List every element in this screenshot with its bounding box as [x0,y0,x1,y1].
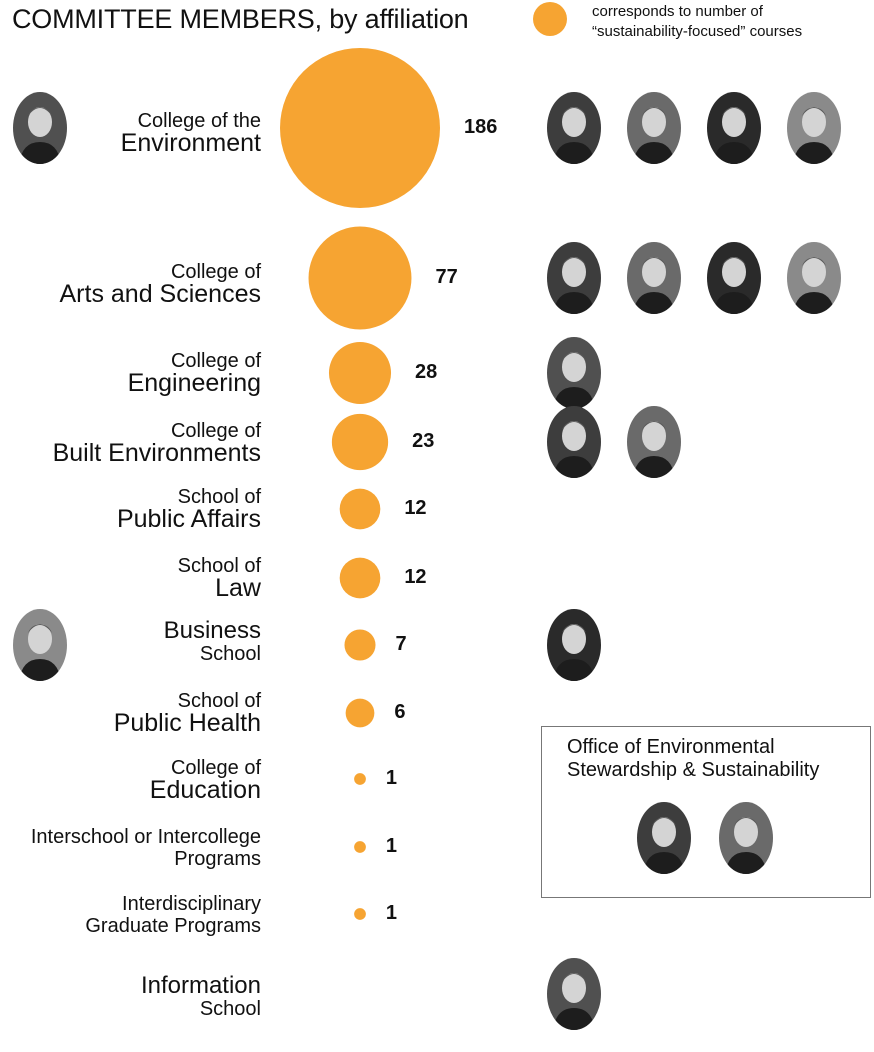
label-line-1: School of [177,555,261,577]
member-photo [627,242,681,314]
label-line-2: Public Health [113,709,261,737]
label-line-1: Information [140,972,261,999]
label-interschool: Interschool or Intercollege Programs [31,826,261,870]
member-photo [547,406,601,478]
label-line-2: Graduate Programs [85,915,261,937]
legend-bubble-icon [533,2,567,36]
label-law: School of Law [177,555,261,602]
chart-title: COMMITTEE MEMBERS, by affiliation [12,4,469,34]
course-bubble [280,48,440,208]
office-title: Office of Environmental Stewardship & Su… [567,736,867,782]
value-label: 1 [385,902,397,924]
label-interdisciplinary: Interdisciplinary Graduate Programs [85,893,261,937]
legend-text: corresponds to number of “sustainability… [592,2,872,42]
label-education: College of Education [149,757,261,804]
label-line-1: Interschool or Intercollege [30,826,261,848]
label-line-2: Law [215,574,261,602]
label-environment: College of the Environment [120,110,261,157]
value-label: 12 [404,497,427,519]
label-line-1: College of [170,261,261,283]
label-line-2: Arts and Sciences [59,280,262,308]
member-photo [547,337,601,409]
value-label: 7 [395,633,407,655]
member-photo [627,406,681,478]
value-label: 1 [385,767,397,789]
member-photo [13,609,67,681]
office-title-line-2: Stewardship & Sustainability [567,759,820,781]
office-title-line-1: Office of Environmental [567,736,775,758]
value-label: 12 [404,566,427,588]
legend-line-1: corresponds to number of [592,3,763,20]
value-label: 186 [464,116,498,138]
label-line-2: School [199,998,261,1020]
member-photo [787,242,841,314]
member-photo [547,958,601,1030]
member-photo [637,802,691,874]
label-built-environments: College of Built Environments [52,420,261,467]
label-line-1: Interdisciplinary [122,893,261,915]
value-label: 23 [412,430,435,452]
label-information-school: Information School [140,972,261,1021]
course-bubble [331,413,389,471]
member-photo [719,802,773,874]
label-business: Business School [163,617,261,666]
value-label: 77 [435,266,458,288]
member-photo [547,609,601,681]
label-line-2: Built Environments [52,439,261,467]
course-bubble [345,698,375,728]
legend-line-2: “sustainability-focused” courses [592,23,803,40]
course-bubble [339,488,381,530]
member-photo [627,92,681,164]
label-line-1: College of the [137,110,261,132]
label-line-2: School [199,643,261,665]
value-label: 6 [394,701,406,723]
label-line-2: Environment [120,129,261,157]
label-arts-sciences: College of Arts and Sciences [59,261,262,308]
label-line-1: Business [163,617,261,644]
label-line-1: College of [170,757,261,779]
label-line-2: Programs [174,848,261,870]
label-public-affairs: School of Public Affairs [116,486,261,533]
label-line-2: Public Affairs [116,505,261,533]
label-line-1: College of [170,420,261,442]
value-label: 28 [415,361,438,383]
member-photo [787,92,841,164]
label-line-1: School of [177,486,261,508]
course-bubble [354,773,366,785]
label-line-1: College of [170,350,261,372]
label-line-1: School of [177,690,261,712]
label-engineering: College of Engineering [127,350,261,397]
course-bubble [339,557,381,599]
member-photo [547,242,601,314]
office-box [541,726,871,898]
course-bubble [354,908,366,920]
course-bubble [328,341,392,405]
member-photo [707,92,761,164]
label-public-health: School of Public Health [113,690,261,737]
label-line-2: Engineering [127,369,261,397]
member-photo [13,92,67,164]
label-line-2: Education [149,776,261,804]
course-bubble [308,226,412,330]
course-bubble [354,841,366,853]
value-label: 1 [385,835,397,857]
course-bubble [344,629,376,661]
member-photo [707,242,761,314]
member-photo [547,92,601,164]
